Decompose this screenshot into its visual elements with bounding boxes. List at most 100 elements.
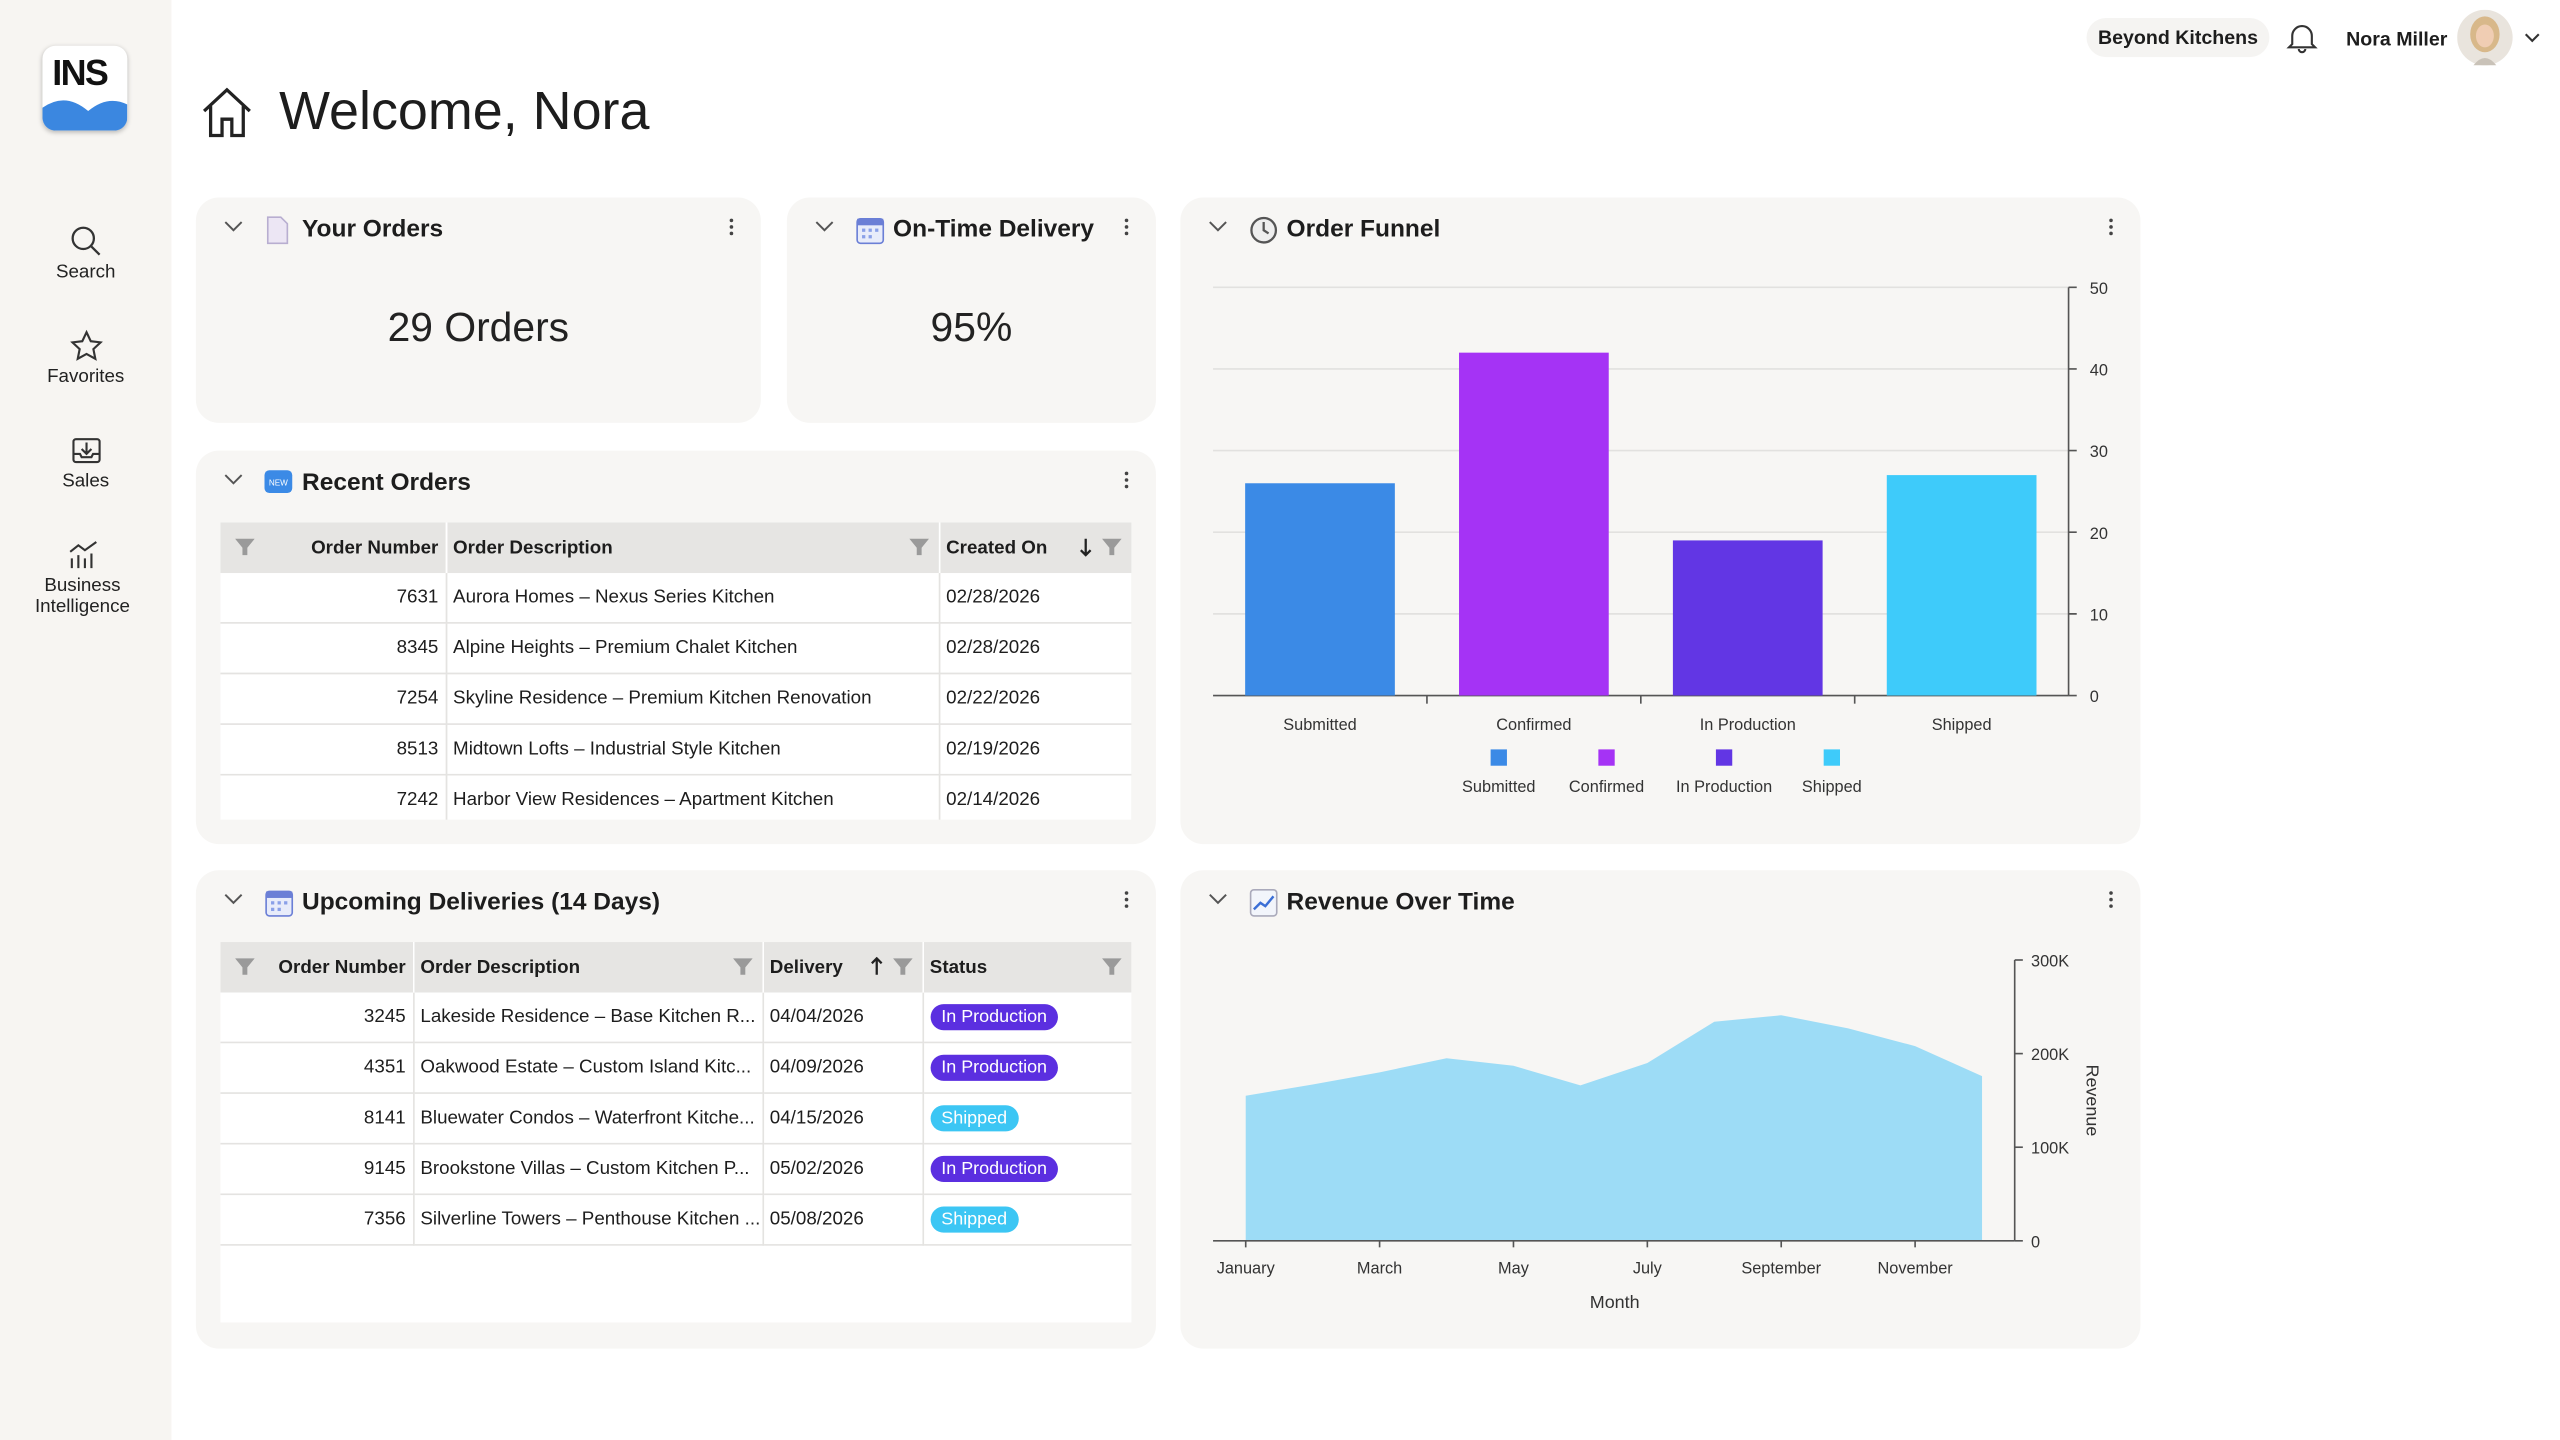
user-name[interactable]: Nora Miller bbox=[2346, 27, 2448, 51]
nav-search[interactable]: Search bbox=[0, 225, 171, 284]
column-header: Delivery bbox=[762, 942, 924, 993]
nav-label: Search bbox=[55, 262, 116, 283]
cell-text: 04/15/2026 bbox=[769, 1108, 864, 1129]
cell-text: 8345 bbox=[396, 638, 439, 658]
legend-label: In Production bbox=[1676, 778, 1772, 796]
filter-icon bbox=[1101, 958, 1121, 975]
table-cell: Bluewater Condos – Waterfront Kitche... bbox=[413, 1093, 764, 1145]
x-tick-label: November bbox=[1877, 1259, 1953, 1277]
table-row[interactable]: 8513 Midtown Lofts – Industrial Style Kit… bbox=[220, 724, 1132, 776]
legend-item[interactable]: Shipped bbox=[1802, 749, 1862, 796]
collapse-icon[interactable] bbox=[224, 893, 244, 906]
x-tick-label: January bbox=[1217, 1259, 1276, 1277]
bar bbox=[1245, 483, 1395, 696]
table-cell: 04/09/2026 bbox=[762, 1042, 924, 1094]
menu-icon[interactable] bbox=[1123, 890, 1130, 910]
x-axis-title: Month bbox=[1590, 1292, 1640, 1312]
collapse-icon[interactable] bbox=[224, 473, 244, 486]
cell-text: 05/08/2026 bbox=[769, 1209, 864, 1230]
collapse-icon[interactable] bbox=[1208, 220, 1228, 233]
trend-icon bbox=[1249, 888, 1278, 917]
calendar-icon bbox=[856, 217, 885, 245]
collapse-icon[interactable] bbox=[1208, 893, 1228, 906]
column-header: Order Description bbox=[413, 942, 764, 993]
x-tick-label: Confirmed bbox=[1496, 716, 1571, 734]
table-row[interactable]: 8141 Bluewater Condos – Waterfront Kitche… bbox=[220, 1093, 1132, 1145]
on-time-card: On-Time Delivery 95% bbox=[786, 197, 1156, 423]
bar-chart: 0 10 20 30 40 50 Submitted Confirmed In Producti… bbox=[1213, 280, 2108, 796]
legend-swatch bbox=[1823, 749, 1840, 766]
cell-text: 7242 bbox=[396, 790, 439, 810]
table-row[interactable]: 3245 Lakeside Residence – Base Kitchen R.… bbox=[220, 992, 1132, 1044]
table-row[interactable]: 9145 Brookstone Villas – Custom Kitchen P… bbox=[220, 1143, 1132, 1196]
cell-text: 02/14/2026 bbox=[946, 790, 1041, 810]
account-switcher[interactable]: Beyond Kitchens bbox=[2086, 17, 2270, 58]
legend-item[interactable]: In Production bbox=[1676, 749, 1772, 796]
card-title: Recent Orders bbox=[302, 468, 471, 497]
table-cell: 7356 bbox=[220, 1194, 414, 1246]
upcoming-card: Upcoming Deliveries (14 Days) Order Numb… bbox=[195, 870, 1156, 1349]
nav-sales[interactable]: Sales bbox=[0, 434, 171, 493]
order-funnel-card: Order Funnel 0 10 20 30 40 50 Submitted Confirm… bbox=[1180, 197, 2141, 845]
kpi-value: 29 Orders bbox=[387, 305, 570, 352]
collapse-icon[interactable] bbox=[224, 220, 244, 233]
sort-icon bbox=[870, 956, 882, 975]
menu-icon[interactable] bbox=[2108, 890, 2115, 910]
cell-text: Brookstone Villas – Custom Kitchen P... bbox=[420, 1159, 750, 1179]
table-row[interactable]: 7242 Harbor View Residences – Apartment K… bbox=[220, 774, 1132, 820]
calendar-icon bbox=[265, 890, 294, 917]
cell-text: Alpine Heights – Premium Chalet Kitchen bbox=[453, 638, 798, 658]
table-cell: 7631 bbox=[220, 573, 447, 624]
user-avatar[interactable] bbox=[2457, 9, 2552, 69]
cell-text: 04/09/2026 bbox=[769, 1057, 864, 1078]
table-body: 3245 Lakeside Residence – Base Kitchen R.… bbox=[220, 992, 1132, 1246]
cell-text: 8141 bbox=[363, 1108, 406, 1129]
bell-icon[interactable] bbox=[2286, 21, 2319, 54]
collapse-icon[interactable] bbox=[815, 220, 835, 233]
table-row[interactable]: 7356 Silverline Towers – Penthouse Kitche… bbox=[220, 1194, 1132, 1246]
legend-label: Confirmed bbox=[1569, 778, 1644, 796]
table-row[interactable]: 8345 Alpine Heights – Premium Chalet Kitc… bbox=[220, 622, 1132, 675]
menu-icon[interactable] bbox=[728, 217, 735, 237]
menu-icon[interactable] bbox=[1123, 217, 1130, 237]
sales-icon bbox=[71, 438, 100, 464]
legend-label: Submitted bbox=[1462, 778, 1535, 796]
legend-item[interactable]: Confirmed bbox=[1569, 749, 1644, 796]
column-label: Order Description bbox=[453, 537, 613, 558]
table-cell: 05/08/2026 bbox=[762, 1194, 924, 1246]
nav-bi[interactable]: Business Intelligence bbox=[0, 539, 168, 619]
filter-shape bbox=[892, 958, 912, 975]
table-cell: Lakeside Residence – Base Kitchen R... bbox=[413, 992, 764, 1044]
sort-arrow bbox=[870, 956, 882, 975]
cell-text: Bluewater Condos – Waterfront Kitche... bbox=[420, 1108, 755, 1129]
y-tick-label: 50 bbox=[2090, 280, 2108, 298]
logo-text: INS bbox=[52, 52, 109, 94]
table-cell: In Production bbox=[922, 1143, 1132, 1196]
table-row[interactable]: 4351 Oakwood Estate – Custom Island Kitc.… bbox=[220, 1042, 1132, 1094]
nav-favorites[interactable]: Favorites bbox=[0, 329, 171, 389]
y-tick-label: 200K bbox=[2031, 1046, 2069, 1064]
legend-label: Shipped bbox=[1802, 778, 1862, 796]
cell-text: 7356 bbox=[363, 1209, 406, 1230]
table-cell: 04/15/2026 bbox=[762, 1093, 924, 1145]
card-title: Your Orders bbox=[302, 215, 444, 244]
card-title: Revenue Over Time bbox=[1286, 888, 1515, 916]
sort-arrow bbox=[1079, 538, 1091, 557]
cell-text: 02/28/2026 bbox=[946, 638, 1041, 658]
filter-shape bbox=[235, 538, 255, 556]
greeting: Welcome, Nora bbox=[279, 80, 650, 141]
table-viewport: Order Number Order Description Delivery Sta… bbox=[220, 942, 1132, 1323]
filter-icon bbox=[908, 538, 929, 556]
table-row[interactable]: 7254 Skyline Residence – Premium Kitchen … bbox=[220, 673, 1132, 725]
cell-text: 04/04/2026 bbox=[769, 1007, 864, 1027]
header-row: Order Number Order Description Delivery Sta… bbox=[220, 942, 1132, 993]
legend-item[interactable]: Submitted bbox=[1462, 749, 1536, 796]
column-header: Order Number bbox=[220, 942, 414, 993]
menu-icon[interactable] bbox=[2108, 217, 2115, 237]
cell-text: 9145 bbox=[363, 1159, 406, 1179]
table-row[interactable]: 7631 Aurora Homes – Nexus Series Kitchen 0… bbox=[220, 573, 1132, 624]
logo[interactable]: INS bbox=[42, 45, 128, 131]
menu-icon[interactable] bbox=[1123, 470, 1130, 490]
table-cell: 02/19/2026 bbox=[938, 724, 1132, 776]
account-name: Beyond Kitchens bbox=[2097, 26, 2258, 49]
